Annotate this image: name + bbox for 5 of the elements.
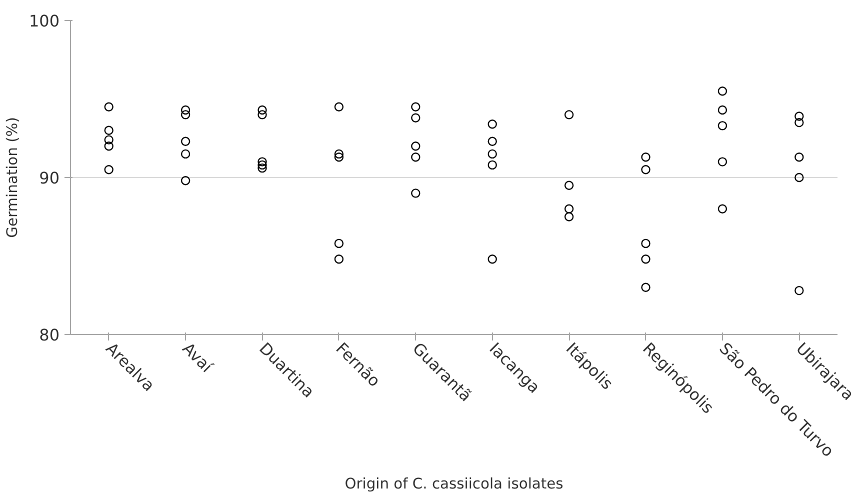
y-tick-label: 80 <box>39 326 60 344</box>
y-tick-label: 100 <box>28 12 60 30</box>
y-tick-label: 90 <box>39 168 60 188</box>
x-axis-title: Origin of C. cassiicola isolates <box>344 475 564 492</box>
y-axis-title: Germination (%) <box>4 117 21 238</box>
